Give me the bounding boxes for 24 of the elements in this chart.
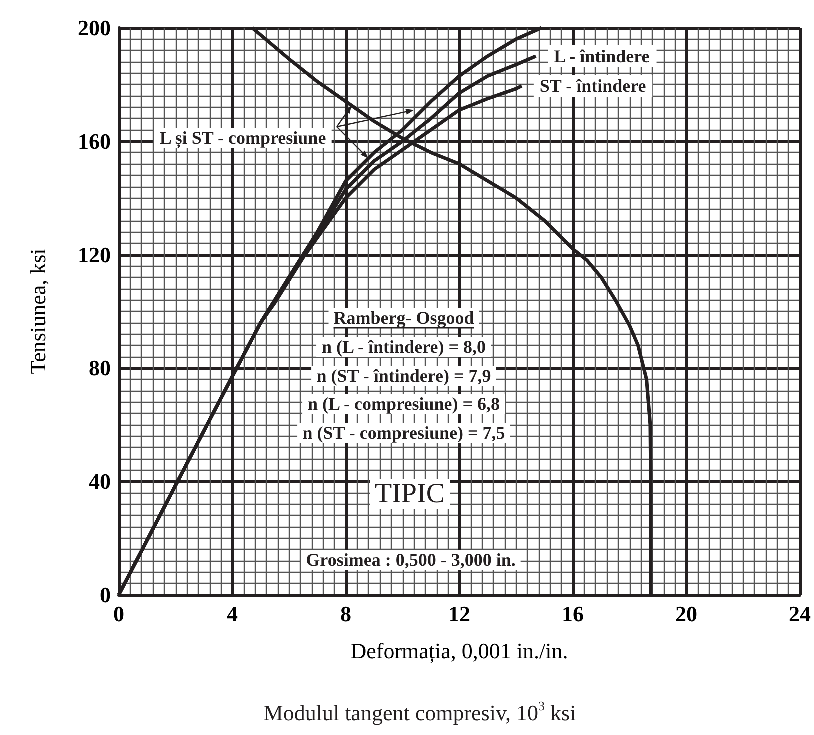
annotation: n (ST - întindere) = 7,9: [316, 366, 492, 386]
series-label: L - întindere: [554, 46, 650, 66]
y-tick-label: 120: [78, 242, 111, 268]
x-tick-label: 8: [340, 602, 352, 626]
x-tick-label: 4: [227, 602, 238, 626]
annotation: Ramberg- Osgood: [334, 308, 474, 328]
annotation: n (L - compresiune) = 6,8: [308, 394, 500, 414]
y-tick-label: 160: [78, 128, 111, 154]
y-axis-title: Tensiunea, ksi: [26, 248, 50, 374]
annotation: L și ST - compresiune: [160, 128, 326, 149]
x-tick-label: 20: [676, 602, 698, 626]
x-tick-label: 24: [789, 602, 811, 626]
y-tick-label: 40: [89, 469, 111, 494]
annotation: n (ST - compresiune) = 7,5: [302, 423, 506, 443]
y-tick-label: 200: [78, 16, 111, 40]
x-tick-label: 12: [448, 602, 470, 626]
annotation: TIPIC: [375, 478, 445, 510]
x-tick-label: 16: [562, 602, 584, 626]
annotation: n (L - întindere) = 8,0: [322, 337, 486, 357]
x-axis-title: Deformația, 0,001 in./in.: [350, 638, 568, 664]
y-tick-label: 0: [100, 582, 111, 608]
y-tick-label: 80: [89, 356, 111, 381]
series-label: ST - întindere: [540, 76, 646, 96]
annotation: Grosimea : 0,500 - 3,000 in.: [306, 550, 516, 570]
